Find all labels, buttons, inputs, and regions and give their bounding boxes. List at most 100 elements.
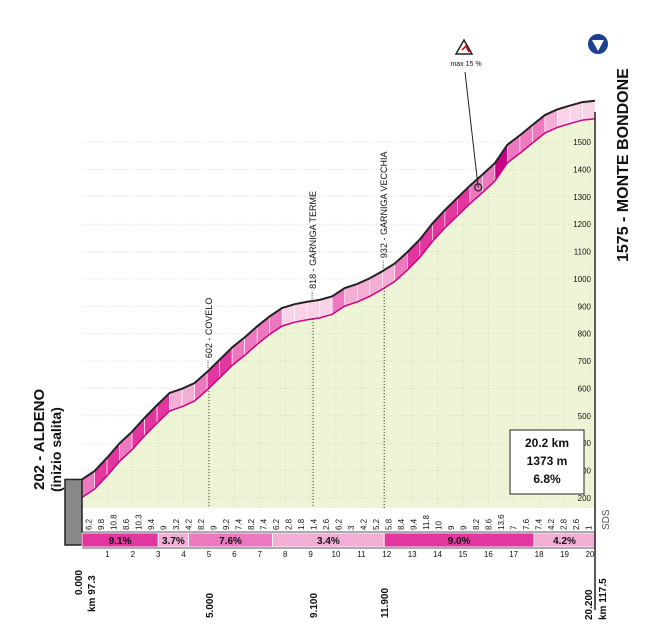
y-tick-label: 800 [578, 330, 592, 339]
segment-label: 3.4% [317, 536, 340, 547]
gradient-label: 3.2 [172, 518, 181, 530]
gradient-label: 2.8 [560, 518, 569, 530]
gradient-label: 7.4 [535, 518, 544, 530]
gradient-label: 1.8 [297, 518, 306, 530]
gradient-label: 1.4 [309, 518, 318, 530]
y-tick-label: 1300 [573, 193, 591, 202]
y-tick-label: 1400 [573, 165, 591, 174]
summary-text: 6.8% [533, 472, 561, 486]
finish-icon-mark [592, 40, 604, 51]
x-tick-label: 3 [156, 550, 161, 559]
x-tick-label: 7 [258, 550, 263, 559]
gradient-label: 2.8 [284, 518, 293, 530]
gradient-label: 9.2 [222, 518, 231, 530]
gradient-label: 8.4 [397, 518, 406, 530]
max-label: max 15 % [450, 61, 481, 68]
finish-label: 1575 - MONTE BONDONE [615, 68, 632, 262]
gradient-label: 8.6 [122, 518, 131, 530]
y-tick-label: 400 [578, 439, 592, 448]
gradient-label: 7 [510, 525, 519, 530]
max-icon-mark [461, 44, 470, 53]
segment-label: 7.6% [219, 536, 242, 547]
segment-label: 3.7% [162, 536, 185, 547]
gradient-ribbon [582, 100, 596, 121]
x-tick-label: 9 [308, 550, 313, 559]
gradient-label: 8.2 [472, 518, 481, 530]
x-tick-label: 16 [484, 550, 493, 559]
gradient-label: 7.6 [522, 518, 531, 530]
y-tick-label: 1000 [573, 275, 591, 284]
gradient-label: 9 [209, 525, 218, 530]
km-label: km 97.3 [87, 575, 98, 612]
x-tick-label: 8 [283, 550, 288, 559]
x-tick-label: 13 [408, 550, 417, 559]
gradient-label: 10.8 [109, 514, 118, 530]
x-tick-label: 6 [232, 550, 237, 559]
gradient-label: 7.4 [234, 518, 243, 530]
y-tick-label: 600 [578, 384, 592, 393]
gradient-label: 7.4 [259, 518, 268, 530]
segment-label: 9.1% [109, 536, 132, 547]
gradient-label: 8.6 [485, 518, 494, 530]
gradient-label: 9.4 [147, 518, 156, 530]
waypoint-label: 932 - GARNIGA VECCHIA [379, 152, 389, 259]
km-label: km 117.5 [598, 578, 609, 620]
x-tick-label: 1 [105, 550, 110, 559]
x-tick-label: 15 [458, 550, 467, 559]
gradient-label: 9.4 [410, 518, 419, 530]
y-tick-label: 1100 [574, 248, 592, 257]
x-tick-label: 18 [535, 550, 544, 559]
summary-box [509, 429, 585, 495]
gradient-label: 4.2 [547, 518, 556, 530]
gradient-label: 5.8 [385, 518, 394, 530]
gradient-label: 6.2 [84, 518, 93, 530]
gradient-label: 8.2 [247, 518, 256, 530]
y-tick-label: 500 [578, 412, 592, 421]
max-pointer [464, 71, 479, 188]
gradient-label: 4.2 [184, 518, 193, 530]
x-tick-label: 14 [433, 550, 442, 559]
gradient-label: 1 [585, 525, 594, 530]
profile-area [82, 118, 595, 508]
x-tick-label: 4 [181, 550, 186, 559]
gradient-label: 9.8 [97, 518, 106, 530]
gradient-label: 9 [460, 525, 469, 530]
summary-text: 20.2 km [525, 436, 569, 450]
km-label: 5.000 [205, 593, 216, 618]
gradient-label: 6.2 [335, 518, 344, 530]
gradient-label: 9 [159, 525, 168, 530]
logo: SDS [601, 509, 612, 530]
gradient-label: 11.8 [422, 514, 431, 530]
y-tick-label: 200 [578, 494, 592, 503]
gradient-label: 8.2 [197, 518, 206, 530]
x-tick-label: 11 [357, 550, 366, 559]
summary-text: 1373 m [527, 454, 568, 468]
gradient-label: 2.6 [572, 518, 581, 530]
waypoint-label: 602 - COVELO [204, 298, 214, 359]
x-tick-label: 17 [509, 550, 518, 559]
gradient-label: 3 [347, 525, 356, 530]
gradient-label: 9 [447, 525, 456, 530]
x-tick-label: 20 [585, 550, 594, 559]
gradient-label: 2.6 [322, 518, 331, 530]
segment-label: 4.2% [553, 536, 576, 547]
gradient-label: 4.2 [360, 518, 369, 530]
x-tick-label: 2 [131, 550, 136, 559]
gradient-label: 6.2 [272, 518, 281, 530]
start-note: (inizio salita) [48, 407, 64, 492]
gradient-label: 10 [435, 521, 444, 530]
segment-label: 9.0% [448, 536, 471, 547]
start-label: 202 - ALDENO [31, 389, 48, 490]
km-label: 9.100 [309, 593, 320, 618]
gradient-label: 10.3 [134, 514, 143, 530]
km-label: 0.000 [74, 570, 85, 595]
start-block [64, 478, 83, 546]
y-tick-label: 1500 [573, 138, 591, 147]
y-tick-label: 900 [578, 302, 592, 311]
waypoint-label: 818 - GARNIGA TERME [308, 191, 318, 289]
gradient-label: 13.6 [497, 514, 506, 530]
gradient-ribbon [306, 299, 321, 321]
gradient-label: 5.2 [372, 518, 381, 530]
profile-line [81, 117, 596, 499]
